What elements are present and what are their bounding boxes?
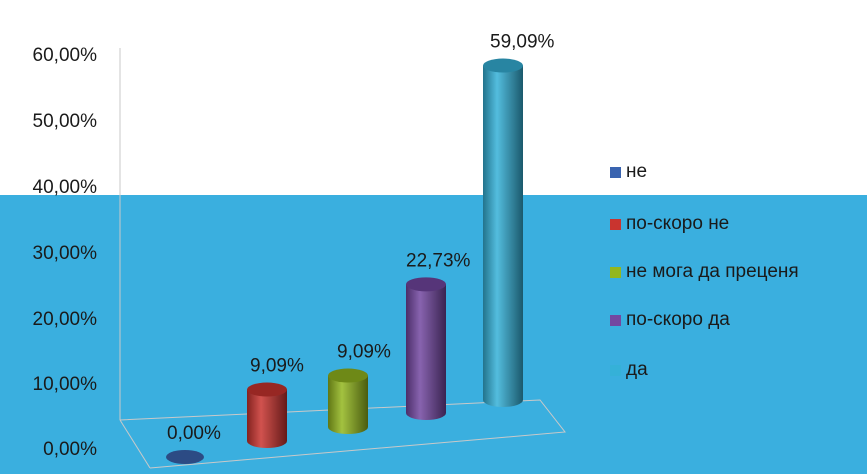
legend-swatch xyxy=(610,266,621,278)
y-tick-label: 60,00% xyxy=(33,45,98,66)
y-tick-label: 0,00% xyxy=(43,439,97,460)
y-tick-label: 10,00% xyxy=(33,374,98,395)
data-label: 9,09% xyxy=(337,342,391,363)
data-label: 59,09% xyxy=(490,32,555,53)
data-label: 22,73% xyxy=(406,250,471,271)
legend-item: по-скоро не xyxy=(610,212,729,236)
y-tick-label: 50,00% xyxy=(33,111,98,132)
legend-swatch xyxy=(610,166,621,178)
legend-label: по-скоро да xyxy=(626,309,730,330)
bar xyxy=(247,382,287,448)
legend-item: не мога да преценя xyxy=(610,260,799,284)
data-label: 0,00% xyxy=(167,423,221,444)
legend-label: не мога да преценя xyxy=(626,261,799,282)
legend-item: не xyxy=(610,160,647,184)
data-label: 9,09% xyxy=(250,356,304,377)
data-labels: 0,00% 9,09% 9,09% 22,73% 59,09% xyxy=(167,32,555,444)
y-tick-label: 40,00% xyxy=(33,177,98,198)
bar xyxy=(166,450,204,464)
legend-swatch xyxy=(610,364,621,376)
bar xyxy=(328,368,368,434)
bars xyxy=(166,58,523,464)
legend-swatch xyxy=(610,314,621,326)
y-axis-ticks: 0,00% 10,00% 20,00% 30,00% 40,00% 50,00% 60,00… xyxy=(33,45,98,460)
bar xyxy=(483,58,523,407)
legend-swatch xyxy=(610,218,621,230)
legend-label: по-скоро не xyxy=(626,213,730,234)
legend-item: по-скоро да xyxy=(610,308,730,332)
background-top xyxy=(0,0,867,195)
legend-label: не xyxy=(626,161,648,182)
y-tick-label: 30,00% xyxy=(33,243,98,264)
bar xyxy=(406,277,446,420)
legend-item: да xyxy=(610,358,648,382)
legend-label: да xyxy=(626,359,648,380)
y-tick-label: 20,00% xyxy=(33,309,98,330)
